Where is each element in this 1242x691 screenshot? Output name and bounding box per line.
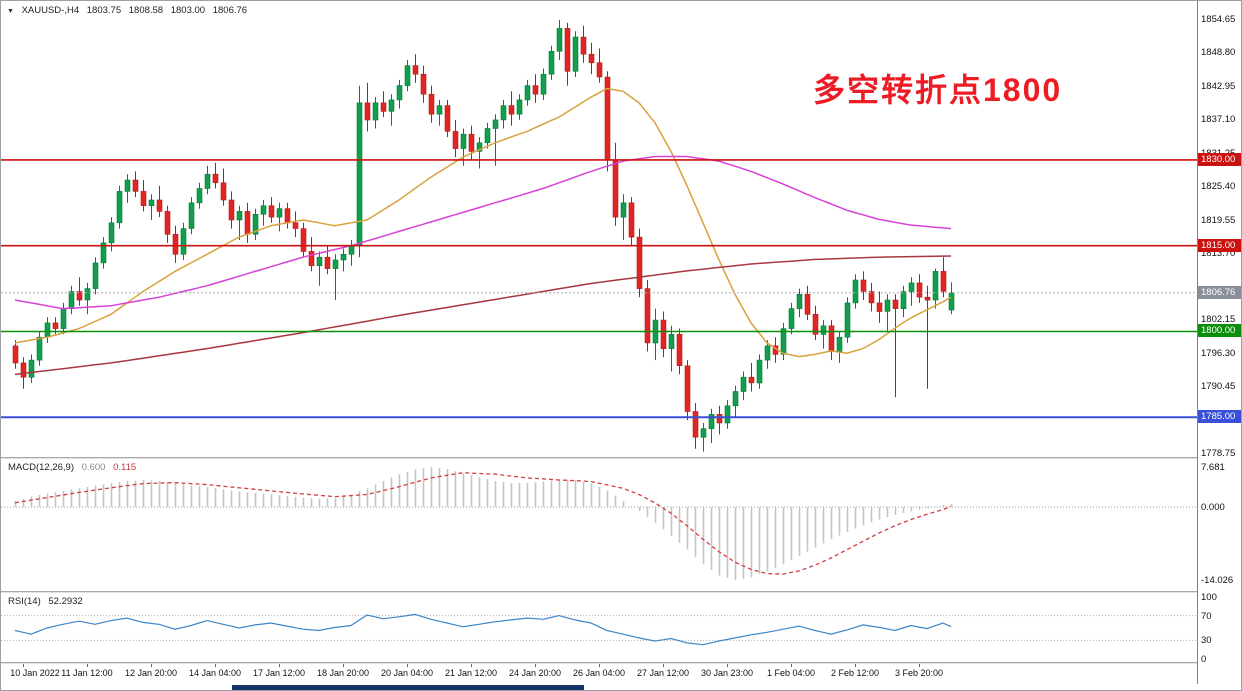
panel-separator[interactable] — [1, 662, 1241, 664]
candlestick-chart[interactable] — [1, 1, 1197, 459]
time-label: 30 Jan 23:00 — [700, 668, 754, 678]
time-label: 26 Jan 04:00 — [572, 668, 626, 678]
time-label: 3 Feb 20:00 — [894, 668, 944, 678]
time-label: 20 Jan 04:00 — [380, 668, 434, 678]
time-axis[interactable]: 10 Jan 2022 11 Jan 12:00 12 Jan 20:00 14 Ja… — [1, 664, 1197, 684]
price-tick: 1802.15 — [1201, 314, 1236, 326]
macd-axis-label: 7.681 — [1201, 462, 1225, 474]
time-tick — [599, 664, 600, 667]
price-tick: 1854.65 — [1201, 14, 1236, 25]
price-badge: 1830.00 — [1198, 152, 1241, 166]
price-tick: 1778.75 — [1201, 447, 1236, 459]
macd-axis-label: 0.000 — [1201, 502, 1225, 513]
time-label: 27 Jan 12:00 — [636, 668, 690, 678]
ma-slow-darkred — [14, 255, 952, 376]
price-axis-divider — [1197, 1, 1198, 684]
price-tick: 1796.30 — [1201, 347, 1236, 359]
rsi-panel[interactable] — [1, 593, 1197, 662]
price-tick: 1825.40 — [1201, 181, 1236, 193]
rsi-axis-label: 70 — [1201, 610, 1212, 622]
panel-separator[interactable] — [1, 591, 1241, 593]
annotation-text: 多空转折点1800 — [813, 72, 1063, 108]
price-badge: 1785.00 — [1198, 410, 1241, 424]
time-tick — [855, 664, 856, 667]
low-value: 1803.00 — [170, 5, 206, 16]
rsi-axis-label: 30 — [1201, 635, 1212, 647]
time-label: 11 Jan 12:00 — [61, 668, 113, 678]
rsi-line — [14, 613, 952, 646]
macd-main-value: 0.600 — [81, 462, 106, 473]
time-tick — [23, 664, 24, 667]
price-tick: 1842.95 — [1201, 80, 1236, 92]
macd-signal-line — [14, 472, 952, 575]
close-value: 1806.76 — [212, 5, 248, 16]
time-label: 10 Jan 2022 — [10, 668, 60, 678]
time-label: 21 Jan 12:00 — [444, 668, 498, 678]
macd-name: MACD(12,26,9) — [8, 462, 74, 473]
rsi-name: RSI(14) — [8, 596, 41, 607]
time-tick — [151, 664, 152, 667]
time-tick — [215, 664, 216, 667]
rsi-axis-label: 0 — [1201, 654, 1207, 665]
time-tick — [343, 664, 344, 667]
macd-axis-label: -14.026 — [1201, 574, 1234, 586]
symbol-timeframe-label: XAUUSD-,H4 — [21, 5, 80, 16]
macd-signal-value: 0.115 — [113, 462, 137, 473]
price-axis[interactable]: 1854.651848.801842.951837.101831.251825.… — [1198, 1, 1241, 684]
rsi-indicator-label: RSI(14) 52.2932 — [8, 596, 88, 607]
time-label: 12 Jan 20:00 — [124, 668, 178, 678]
bottom-blue-bar — [232, 685, 584, 690]
time-tick — [919, 664, 920, 667]
time-label: 24 Jan 20:00 — [508, 668, 562, 678]
macd-panel[interactable] — [1, 459, 1197, 591]
collapse-triangle-icon[interactable]: ▼ — [7, 8, 14, 15]
time-tick — [727, 664, 728, 667]
price-tick: 1837.10 — [1201, 114, 1236, 126]
chart-ohlc-header: ▼ XAUUSD-,H4 1803.75 1808.58 1803.00 180… — [7, 5, 252, 16]
time-label: 2 Feb 12:00 — [830, 668, 880, 678]
ma-mid-magenta — [14, 155, 952, 310]
macd-histogram — [14, 467, 953, 580]
macd-indicator-label: MACD(12,26,9) 0.600 0.115 — [8, 462, 141, 473]
open-value: 1803.75 — [86, 5, 122, 16]
time-label: 14 Jan 04:00 — [188, 668, 242, 678]
time-tick — [471, 664, 472, 667]
time-label: 17 Jan 12:00 — [252, 668, 306, 678]
time-tick — [407, 664, 408, 667]
price-badge: 1815.00 — [1198, 238, 1241, 252]
rsi-axis-label: 100 — [1201, 592, 1217, 603]
time-tick — [663, 664, 664, 667]
price-badge: 1800.00 — [1198, 324, 1241, 338]
time-tick — [279, 664, 280, 667]
price-badge: 1806.76 — [1198, 285, 1241, 299]
time-label: 18 Jan 20:00 — [316, 668, 370, 678]
ma-fast-orange — [14, 87, 952, 358]
time-tick — [535, 664, 536, 667]
rsi-value: 52.2932 — [48, 596, 83, 607]
price-tick: 1819.55 — [1201, 214, 1236, 226]
price-tick: 1848.80 — [1201, 47, 1236, 59]
panel-separator[interactable] — [1, 457, 1241, 459]
time-tick — [87, 664, 88, 667]
time-tick — [791, 664, 792, 667]
price-tick: 1813.70 — [1201, 248, 1236, 260]
high-value: 1808.58 — [128, 5, 164, 16]
price-tick: 1790.45 — [1201, 381, 1236, 393]
time-label: 1 Feb 04:00 — [766, 668, 816, 678]
